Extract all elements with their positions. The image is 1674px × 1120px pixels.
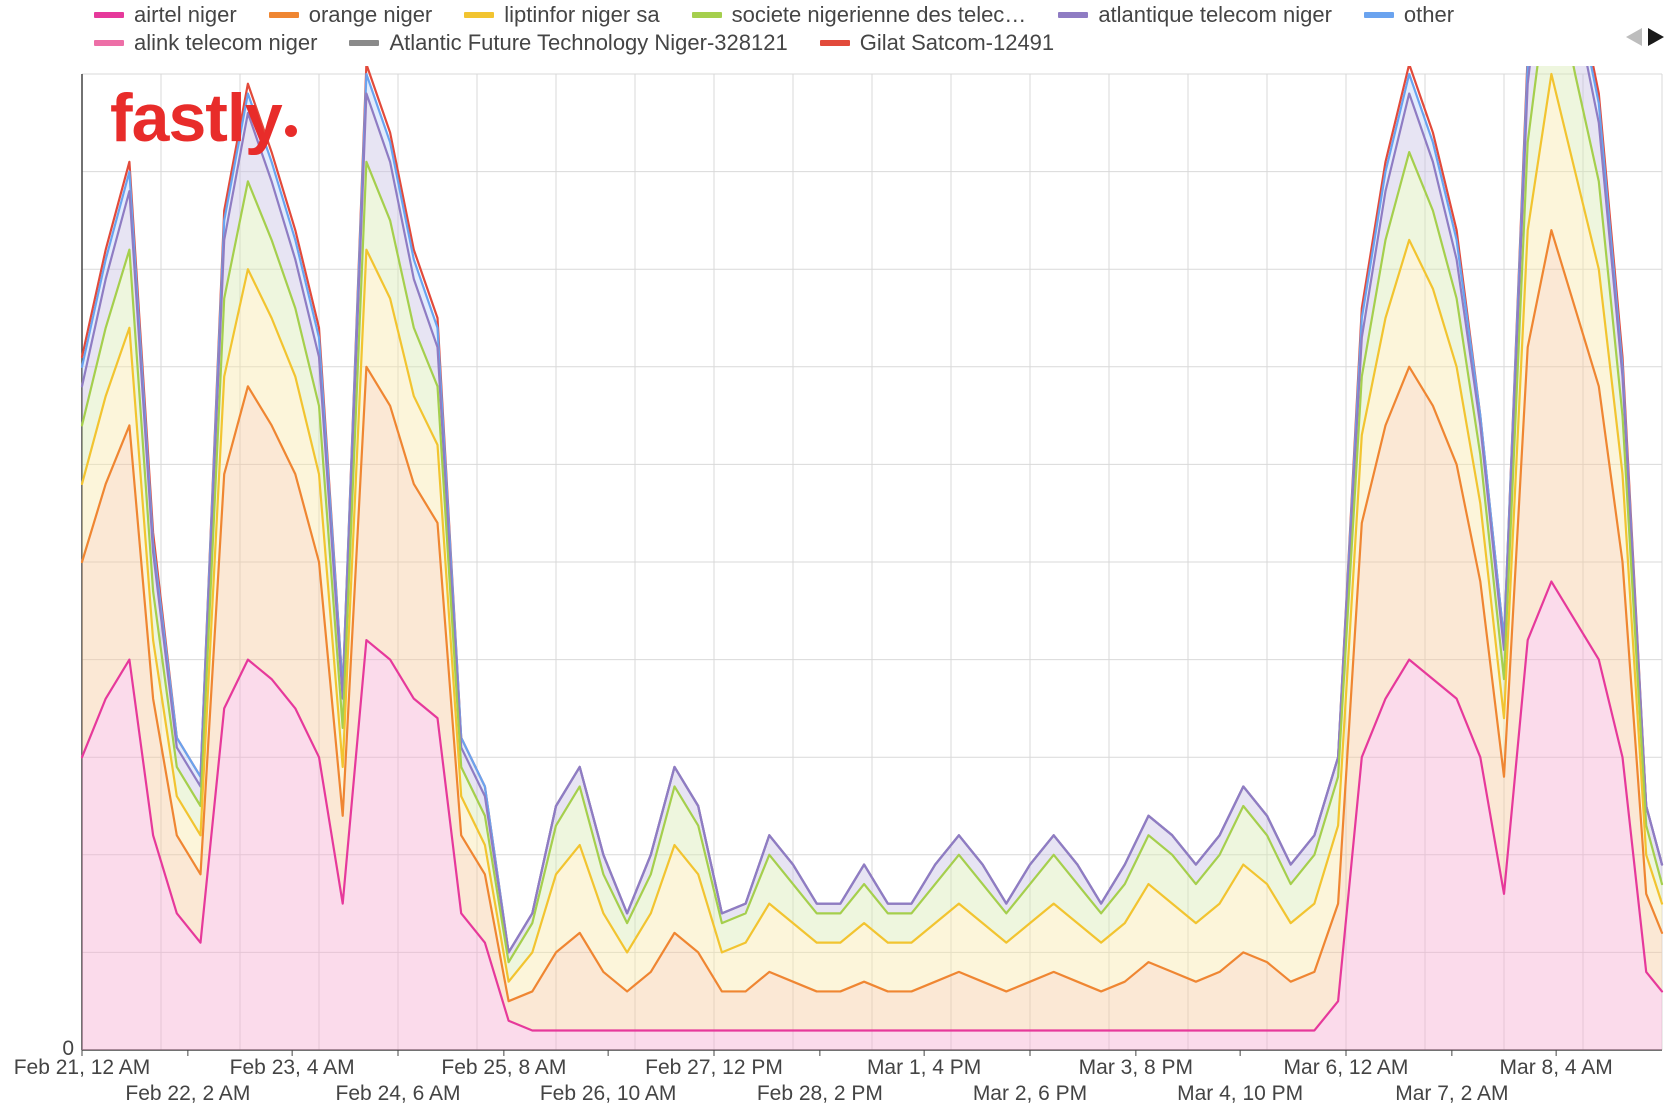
legend-orange-niger[interactable]: orange niger xyxy=(269,2,433,28)
svg-text:Feb 28, 2 PM: Feb 28, 2 PM xyxy=(757,1082,883,1105)
legend-gilat[interactable]: Gilat Satcom-12491 xyxy=(820,30,1054,56)
svg-text:Mar 1, 4 PM: Mar 1, 4 PM xyxy=(867,1056,981,1079)
svg-text:Feb 23, 4 AM: Feb 23, 4 AM xyxy=(230,1056,355,1079)
legend-atlantique-swatch xyxy=(1058,12,1088,18)
legend-atlantique[interactable]: atlantique telecom niger xyxy=(1058,2,1332,28)
legend-atlantique-label: atlantique telecom niger xyxy=(1098,2,1332,28)
legend-pager xyxy=(1624,26,1666,48)
svg-text:Feb 24, 6 AM: Feb 24, 6 AM xyxy=(336,1082,461,1105)
legend-prev-icon[interactable] xyxy=(1624,26,1644,48)
svg-text:Feb 22, 2 AM: Feb 22, 2 AM xyxy=(125,1082,250,1105)
svg-text:Feb 27, 12 PM: Feb 27, 12 PM xyxy=(645,1056,783,1079)
legend-airtel-niger-swatch xyxy=(94,12,124,18)
legend-other-swatch xyxy=(1364,12,1394,18)
legend-airtel-niger-label: airtel niger xyxy=(134,2,237,28)
legend-orange-niger-swatch xyxy=(269,12,299,18)
legend-other-label: other xyxy=(1404,2,1454,28)
legend-aftn-swatch xyxy=(349,40,379,46)
svg-text:Mar 2, 6 PM: Mar 2, 6 PM xyxy=(973,1082,1087,1105)
svg-text:Mar 6, 12 AM: Mar 6, 12 AM xyxy=(1284,1056,1409,1079)
svg-text:Mar 7, 2 AM: Mar 7, 2 AM xyxy=(1395,1082,1508,1105)
stacked-area-chart: 0Feb 21, 12 AMFeb 22, 2 AMFeb 23, 4 AMFe… xyxy=(0,66,1674,1120)
legend-sonitel[interactable]: societe nigerienne des telec… xyxy=(692,2,1027,28)
chart-area: 0Feb 21, 12 AMFeb 22, 2 AMFeb 23, 4 AMFe… xyxy=(0,66,1674,1120)
legend-aftn[interactable]: Atlantic Future Technology Niger-328121 xyxy=(349,30,787,56)
legend: airtel niger orange niger liptinfor niger … xyxy=(0,0,1632,60)
legend-gilat-label: Gilat Satcom-12491 xyxy=(860,30,1054,56)
legend-alink-swatch xyxy=(94,40,124,46)
svg-text:Feb 25, 8 AM: Feb 25, 8 AM xyxy=(441,1056,566,1079)
svg-text:Mar 4, 10 PM: Mar 4, 10 PM xyxy=(1177,1082,1303,1105)
legend-liptinfor[interactable]: liptinfor niger sa xyxy=(464,2,659,28)
legend-gilat-swatch xyxy=(820,40,850,46)
legend-orange-niger-label: orange niger xyxy=(309,2,433,28)
legend-sonitel-label: societe nigerienne des telec… xyxy=(732,2,1027,28)
svg-text:Feb 21, 12 AM: Feb 21, 12 AM xyxy=(14,1056,151,1079)
legend-alink-label: alink telecom niger xyxy=(134,30,317,56)
legend-liptinfor-label: liptinfor niger sa xyxy=(504,2,659,28)
legend-alink[interactable]: alink telecom niger xyxy=(94,30,317,56)
legend-airtel-niger[interactable]: airtel niger xyxy=(94,2,237,28)
svg-text:Mar 8, 4 AM: Mar 8, 4 AM xyxy=(1500,1056,1613,1079)
legend-next-icon[interactable] xyxy=(1646,26,1666,48)
svg-text:Mar 3, 8 PM: Mar 3, 8 PM xyxy=(1079,1056,1193,1079)
fastly-logo: fastly xyxy=(110,84,297,152)
legend-liptinfor-swatch xyxy=(464,12,494,18)
legend-aftn-label: Atlantic Future Technology Niger-328121 xyxy=(389,30,787,56)
svg-text:Feb 26, 10 AM: Feb 26, 10 AM xyxy=(540,1082,677,1105)
legend-sonitel-swatch xyxy=(692,12,722,18)
legend-other[interactable]: other xyxy=(1364,2,1454,28)
